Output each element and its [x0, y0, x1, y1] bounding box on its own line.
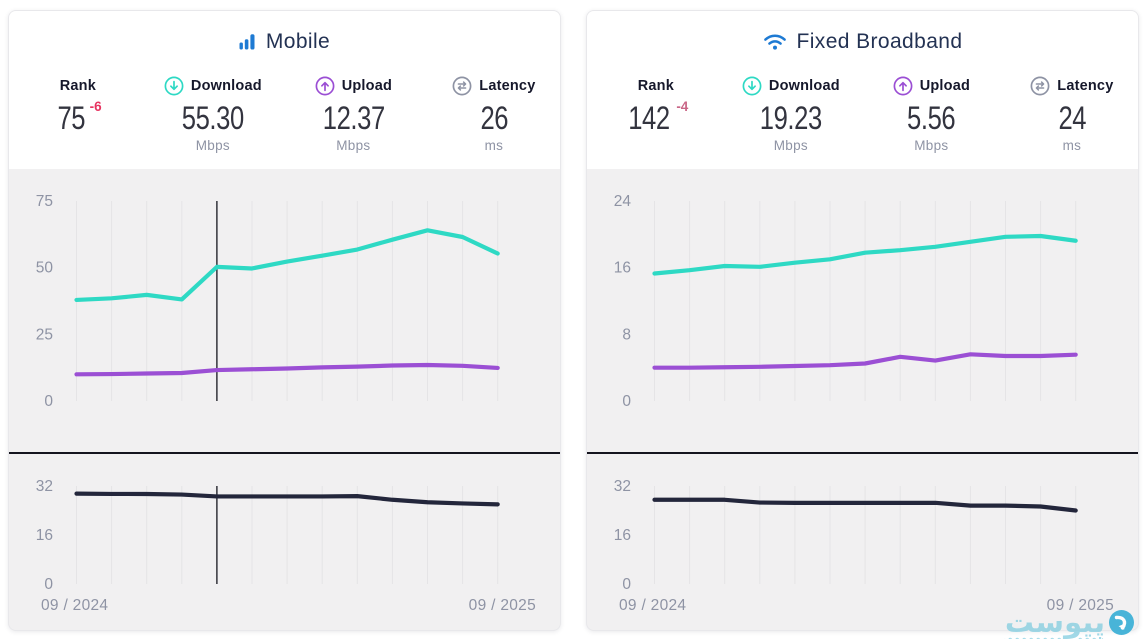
fixed-broadband-panel: Fixed Broadband Rank 142 -4 [586, 10, 1139, 631]
mobile-panel: Mobile Rank 75 -6 [8, 10, 561, 631]
rank-value: 75 [57, 100, 86, 136]
latency-value: 26 [480, 100, 508, 136]
svg-text:75: 75 [36, 193, 53, 210]
download-label: Download [768, 78, 840, 94]
stat-rank: Rank 75 -6 [9, 75, 147, 153]
svg-text:24: 24 [614, 193, 632, 210]
rank-value: 142 [628, 100, 671, 136]
fixed-x-axis-labels: 09 / 2024 09 / 2025 [587, 594, 1138, 615]
upload-icon [315, 76, 335, 96]
x-axis-end-label: 09 / 2025 [468, 597, 536, 614]
upload-icon [893, 76, 913, 96]
mobile-x-axis-labels: 09 / 2024 09 / 2025 [9, 594, 560, 615]
rank-delta: -4 [676, 99, 689, 114]
svg-text:32: 32 [36, 478, 53, 495]
download-icon [164, 76, 184, 96]
latency-unit: ms [1062, 138, 1082, 153]
download-value: 19.23 [759, 100, 822, 136]
svg-text:0: 0 [622, 393, 631, 410]
panel-title: Mobile [265, 30, 331, 53]
chart-divider [9, 452, 560, 454]
rank-delta: -6 [89, 99, 102, 114]
upload-value: 12.37 [322, 100, 385, 136]
x-axis-start-label: 09 / 2024 [41, 597, 109, 614]
rank-label: Rank [637, 78, 674, 94]
latency-icon [1030, 76, 1050, 96]
panel-title: Fixed Broadband [796, 30, 963, 53]
stat-latency: Latency 26 ms [428, 75, 560, 153]
chart-divider [587, 452, 1138, 454]
upload-value: 5.56 [907, 100, 956, 136]
latency-icon [452, 76, 472, 96]
x-axis-end-label: 09 / 2025 [1046, 597, 1114, 614]
mobile-signal-bars-icon [239, 33, 256, 51]
svg-text:0: 0 [44, 393, 53, 410]
x-axis-start-label: 09 / 2024 [619, 597, 687, 614]
svg-text:16: 16 [614, 527, 631, 544]
download-value: 55.30 [181, 100, 244, 136]
download-label: Download [190, 78, 262, 94]
rank-label: Rank [59, 78, 96, 94]
upload-label: Upload [341, 78, 393, 94]
stat-download: Download 19.23 Mbps [725, 75, 857, 153]
svg-text:32: 32 [614, 478, 631, 495]
mobile-latency-chart[interactable]: 0 16 32 [9, 454, 560, 594]
fixed-chart-area: 0 8 16 24 0 16 32 09 / 2024 09 / 2025 [587, 169, 1138, 630]
svg-text:50: 50 [36, 260, 54, 277]
svg-text:25: 25 [36, 326, 53, 343]
fixed-stats-row: Rank 142 -4 [587, 75, 1138, 153]
svg-text:0: 0 [44, 576, 53, 593]
stat-download: Download 55.30 Mbps [147, 75, 279, 153]
mobile-panel-header: Mobile Rank 75 -6 [9, 11, 560, 169]
upload-unit: Mbps [914, 138, 949, 153]
mobile-title-row: Mobile [9, 11, 560, 54]
mobile-speed-chart[interactable]: 0 25 50 75 [9, 169, 560, 452]
svg-text:8: 8 [622, 326, 631, 343]
latency-label: Latency [1057, 78, 1114, 94]
mobile-chart-area: 0 25 50 75 0 16 32 09 / 2024 09 / 2025 [9, 169, 560, 630]
svg-text:16: 16 [36, 527, 53, 544]
svg-text:16: 16 [614, 260, 631, 277]
latency-value: 24 [1058, 100, 1086, 136]
fixed-title-row: Fixed Broadband [587, 11, 1138, 54]
latency-label: Latency [479, 78, 536, 94]
fixed-panel-header: Fixed Broadband Rank 142 -4 [587, 11, 1138, 169]
stat-rank: Rank 142 -4 [587, 75, 725, 153]
wifi-icon [763, 33, 787, 51]
download-icon [742, 76, 762, 96]
latency-unit: ms [484, 138, 504, 153]
stat-upload: Upload 5.56 Mbps [857, 75, 1006, 153]
download-unit: Mbps [773, 138, 808, 153]
stat-upload: Upload 12.37 Mbps [279, 75, 428, 153]
fixed-speed-chart[interactable]: 0 8 16 24 [587, 169, 1138, 452]
fixed-latency-chart[interactable]: 0 16 32 [587, 454, 1138, 594]
stat-latency: Latency 24 ms [1006, 75, 1138, 153]
download-unit: Mbps [195, 138, 230, 153]
upload-label: Upload [919, 78, 971, 94]
upload-unit: Mbps [336, 138, 371, 153]
svg-text:0: 0 [622, 576, 631, 593]
mobile-stats-row: Rank 75 -6 D [9, 75, 560, 153]
